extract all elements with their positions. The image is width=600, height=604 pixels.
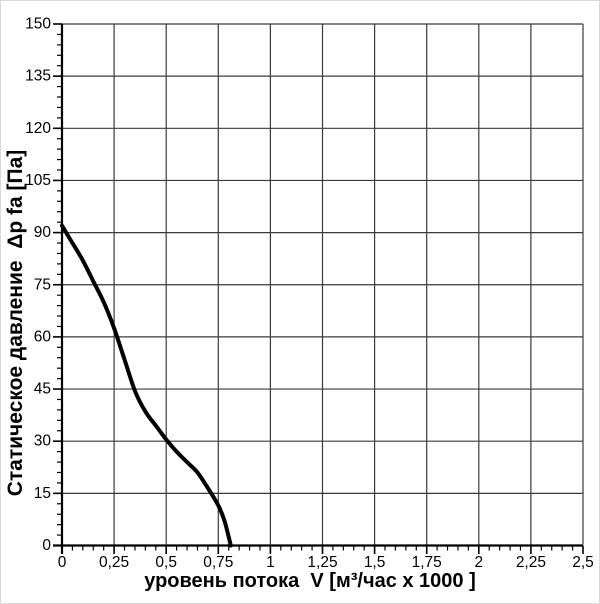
x-tick-label: 1,5 (364, 554, 386, 571)
x-tick-label: 0,75 (203, 554, 233, 571)
y-tick-label: 15 (34, 485, 51, 502)
y-tick-label: 105 (25, 172, 51, 189)
x-tick-label: 0 (58, 554, 67, 571)
y-tick-label: 90 (34, 224, 52, 241)
x-tick-label: 1 (266, 554, 275, 571)
y-tick-label: 45 (34, 381, 51, 398)
y-tick-label: 60 (34, 328, 52, 345)
y-tick-label: 0 (42, 537, 51, 554)
y-tick-label: 75 (34, 276, 51, 293)
y-tick-label: 150 (25, 16, 51, 33)
x-tick-label: 2 (474, 554, 483, 571)
x-tick-label: 0,5 (155, 554, 177, 571)
x-tick-label: 2,5 (572, 554, 594, 571)
y-tick-label: 120 (25, 120, 51, 137)
y-tick-label: 135 (25, 68, 51, 85)
x-tick-label: 1,75 (412, 554, 442, 571)
y-tick-label: 30 (34, 433, 52, 450)
x-tick-label: 2,25 (516, 554, 546, 571)
x-tick-label: 1,25 (307, 554, 337, 571)
x-tick-label: 0,25 (99, 554, 129, 571)
static-pressure-curve (60, 223, 233, 548)
